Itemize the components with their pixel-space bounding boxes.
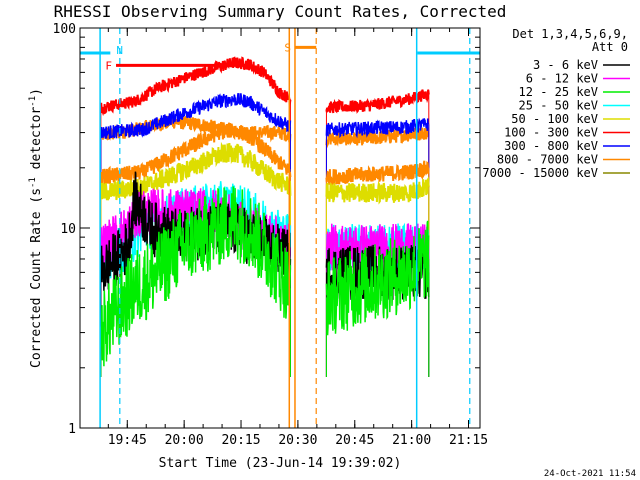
x-tick-label-5: 21:00 [392,433,431,448]
y-label-sup2: -1 [28,96,38,107]
legend-label-8: 7000 - 15000 keV [482,166,598,180]
x-tick-label-6: 21:15 [449,433,488,448]
y-label-sup1: -1 [28,177,38,188]
legend-label-1: 6 - 12 keV [526,72,598,86]
series-line-8-seg-0 [100,186,292,367]
legend-label-3: 25 - 50 keV [519,99,598,113]
series-layer [99,56,430,377]
series-line-4-seg-1 [325,176,430,205]
x-tick-label-0: 19:45 [108,433,147,448]
series-line-1-seg-1 [325,89,430,114]
legend-label-0: 3 - 6 keV [533,58,598,72]
flare-label: F [105,59,112,72]
legend-label-2: 12 - 25 keV [519,85,598,99]
annotation-labels: FN S [105,41,291,72]
tick-layer: 19:45 20:00 20:15 20:30 20:45 21:00 21:15 1 10 10… [53,22,489,448]
legend-header-detectors: Det 1,3,4,5,6,9, [512,27,628,41]
series-line-3-seg-1 [325,160,430,185]
x-axis-label: Start Time (23-Jun-14 19:39:02) [159,456,402,471]
series-line-2-seg-0 [100,92,292,139]
y-tick-label-2: 100 [53,22,76,37]
y-tick-label-0: 1 [68,422,76,437]
x-tick-label-4: 20:45 [335,433,374,448]
annotation-layer [80,28,480,428]
chart-title: RHESSI Observing Summary Count Rates, Co… [54,2,507,21]
legend-header-attenuator: Att 0 [592,40,628,54]
y-label-mid: detector [29,107,44,178]
legend-label-4: 50 - 100 keV [511,112,598,126]
y-axis-label: Corrected Count Rate (s-1 detector-1) [28,88,44,368]
series-line-0-seg-1 [325,126,430,149]
series-line-1-seg-0 [99,56,292,117]
x-tick-label-2: 20:15 [221,433,260,448]
series-line-8-seg-1 [325,220,430,336]
y-label-end: ) [29,88,44,96]
saa-label: S [284,41,291,54]
x-tick-label-1: 20:00 [165,433,204,448]
night-label: N [116,44,123,57]
series-line-2-seg-1 [325,117,430,139]
y-label-main: Corrected Count Rate (s [29,188,44,368]
footer-timestamp: 24-Oct-2021 11:54 [544,469,636,479]
y-tick-label-1: 10 [60,222,76,237]
legend-label-5: 100 - 300 keV [504,126,598,140]
legend-label-7: 800 - 7000 keV [497,153,598,167]
series-line-3-seg-0 [99,122,292,185]
x-tick-label-3: 20:30 [278,433,317,448]
legend-label-6: 300 - 800 keV [504,139,598,153]
